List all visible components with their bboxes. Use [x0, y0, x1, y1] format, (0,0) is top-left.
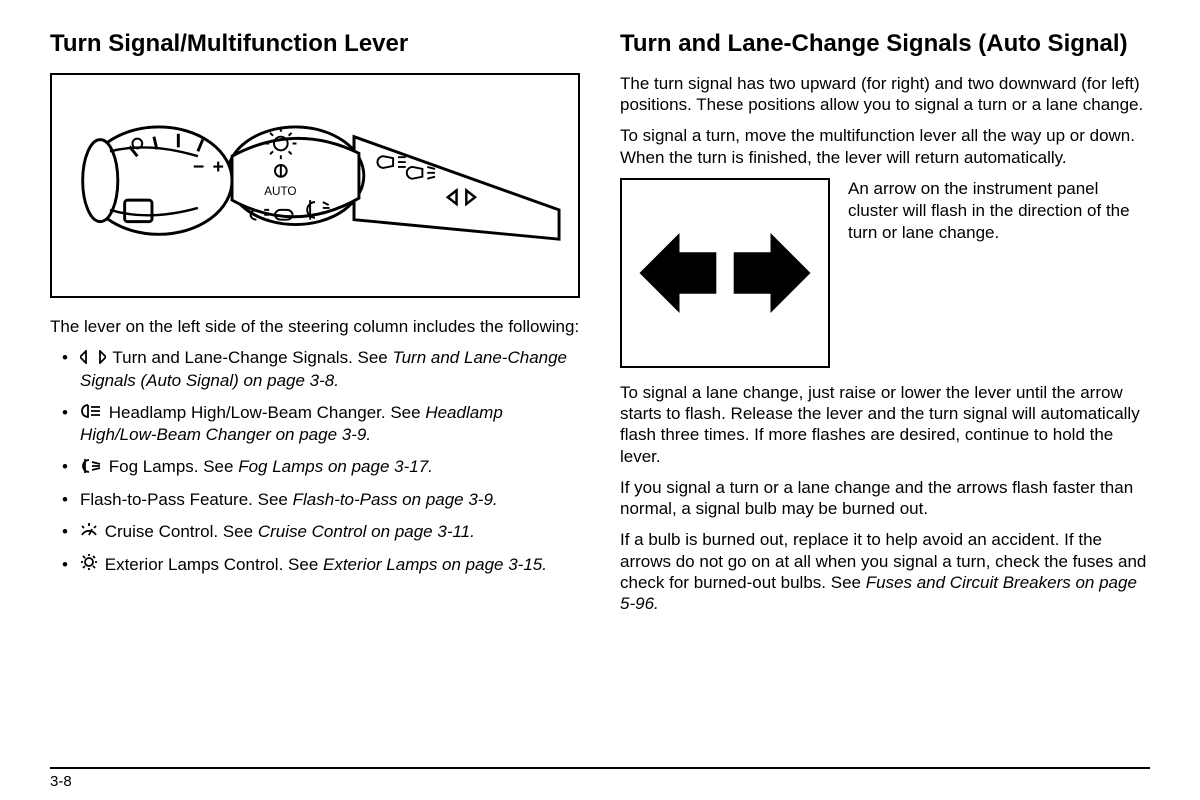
- item-ref: Cruise Control on page 3-11.: [258, 522, 475, 541]
- left-column: Turn Signal/Multifunction Lever − +: [50, 30, 580, 767]
- lamp-icon: [80, 554, 98, 576]
- list-item: Turn and Lane-Change Signals. See Turn a…: [68, 347, 580, 392]
- svg-text:−: −: [193, 156, 204, 178]
- left-intro: The lever on the left side of the steeri…: [50, 316, 580, 337]
- arrow-figure-row: An arrow on the instrument panel cluster…: [620, 178, 1150, 368]
- right-column: Turn and Lane-Change Signals (Auto Signa…: [620, 30, 1150, 767]
- list-item: Fog Lamps. See Fog Lamps on page 3-17.: [68, 456, 580, 479]
- right-p4: If you signal a turn or a lane change an…: [620, 477, 1150, 520]
- svg-text:+: +: [213, 156, 224, 178]
- arrows-icon: [80, 348, 106, 370]
- list-item: Flash-to-Pass Feature. See Flash-to-Pass…: [68, 489, 580, 511]
- page-footer: 3-8: [50, 767, 1150, 790]
- feature-list: Turn and Lane-Change Signals. See Turn a…: [50, 347, 580, 586]
- lever-figure: − + AUTO: [50, 73, 580, 298]
- left-arrow-icon: [637, 233, 722, 313]
- cruise-icon: [80, 521, 98, 543]
- arrow-figure: [620, 178, 830, 368]
- right-p5: If a bulb is burned out, replace it to h…: [620, 529, 1150, 614]
- item-ref: Exterior Lamps on page 3-15.: [323, 555, 547, 574]
- list-item: Headlamp High/Low-Beam Changer. See Head…: [68, 402, 580, 447]
- item-text: Exterior Lamps Control. See: [105, 555, 323, 574]
- right-p1: The turn signal has two upward (for righ…: [620, 73, 1150, 116]
- item-text: Headlamp High/Low-Beam Changer. See: [109, 403, 426, 422]
- right-p2: To signal a turn, move the multifunction…: [620, 125, 1150, 168]
- item-text: Fog Lamps. See: [109, 457, 238, 476]
- right-arrow-icon: [728, 233, 813, 313]
- lever-diagram: − + AUTO: [60, 83, 570, 288]
- right-heading: Turn and Lane-Change Signals (Auto Signa…: [620, 30, 1150, 59]
- item-text: Turn and Lane-Change Signals. See: [112, 348, 392, 367]
- list-item: Exterior Lamps Control. See Exterior Lam…: [68, 554, 580, 577]
- left-heading: Turn Signal/Multifunction Lever: [50, 30, 580, 59]
- highbeam-icon: [80, 402, 102, 424]
- arrow-caption: An arrow on the instrument panel cluster…: [848, 178, 1150, 244]
- fog-icon: [80, 457, 102, 479]
- list-item: Cruise Control. See Cruise Control on pa…: [68, 521, 580, 544]
- page-number: 3-8: [50, 773, 72, 790]
- right-p3: To signal a lane change, just raise or l…: [620, 382, 1150, 467]
- svg-text:AUTO: AUTO: [264, 185, 296, 198]
- item-text: Flash-to-Pass Feature. See: [80, 490, 293, 509]
- item-ref: Fog Lamps on page 3-17.: [238, 457, 433, 476]
- item-text: Cruise Control. See: [105, 522, 258, 541]
- item-ref: Flash-to-Pass on page 3-9.: [293, 490, 498, 509]
